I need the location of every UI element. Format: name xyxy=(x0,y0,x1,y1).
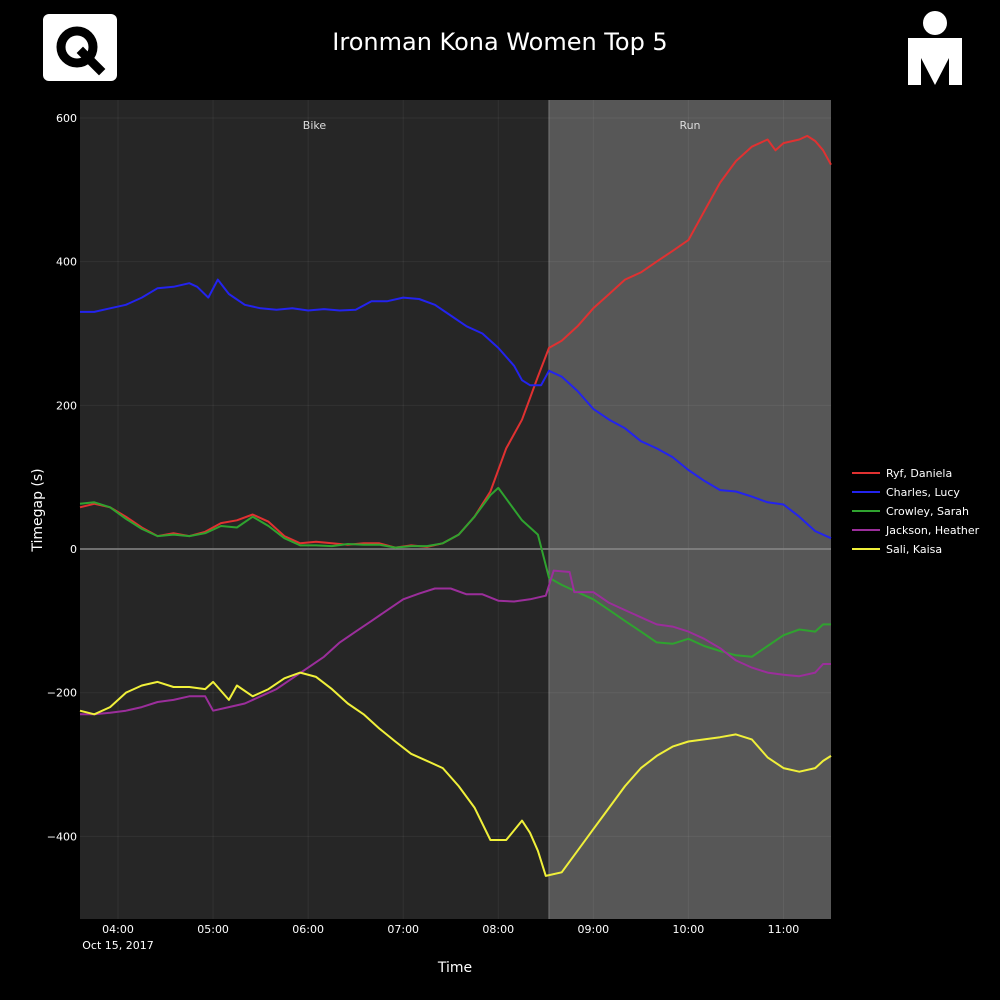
x-tick-label: 08:00 xyxy=(482,923,514,936)
segment-label-bike: Bike xyxy=(303,119,327,132)
y-tick-label: 600 xyxy=(56,112,77,125)
legend-label-jackson-heather: Jackson, Heather xyxy=(885,524,980,537)
x-tick-label: 09:00 xyxy=(577,923,609,936)
x-tick-label: 05:00 xyxy=(197,923,229,936)
legend: Ryf, Daniela Charles, Lucy Crowley, Sarah J… xyxy=(852,467,980,556)
y-tick-label: −200 xyxy=(47,687,77,700)
series-line-sali-kaisa xyxy=(79,671,832,877)
x-tick-label: 07:00 xyxy=(387,923,419,936)
x-axis-title: Time xyxy=(437,960,472,976)
y-tick-label: −400 xyxy=(47,830,77,843)
legend-label-crowley-sarah: Crowley, Sarah xyxy=(886,505,969,518)
y-axis-title: Timegap (s) xyxy=(30,468,46,552)
x-tick-label: 04:00 xyxy=(102,923,134,936)
series-line-charles-lucy xyxy=(80,278,832,540)
legend-label-charles-lucy: Charles, Lucy xyxy=(886,486,960,499)
x-tick-label: 06:00 xyxy=(292,923,324,936)
page-title: Ironman Kona Women Top 5 xyxy=(332,28,667,56)
segment-bike xyxy=(80,100,549,919)
legend-label-sali-kaisa: Sali, Kaisa xyxy=(886,543,942,556)
series-line-crowley-sarah xyxy=(79,486,831,658)
mdot-logo-icon xyxy=(906,10,964,86)
y-tick-label: 400 xyxy=(56,256,77,269)
series-line-ryf-daniela xyxy=(79,134,832,549)
q-logo-icon xyxy=(43,14,117,81)
y-tick-label: 200 xyxy=(56,399,77,412)
series-line-jackson-heather xyxy=(80,569,831,716)
segment-label-run: Run xyxy=(679,119,700,132)
x-date-label: Oct 15, 2017 xyxy=(82,939,154,952)
x-tick-label: 10:00 xyxy=(673,923,705,936)
legend-label-ryf-daniela: Ryf, Daniela xyxy=(886,467,952,480)
y-tick-label: 0 xyxy=(70,543,77,556)
x-tick-label: 11:00 xyxy=(768,923,800,936)
